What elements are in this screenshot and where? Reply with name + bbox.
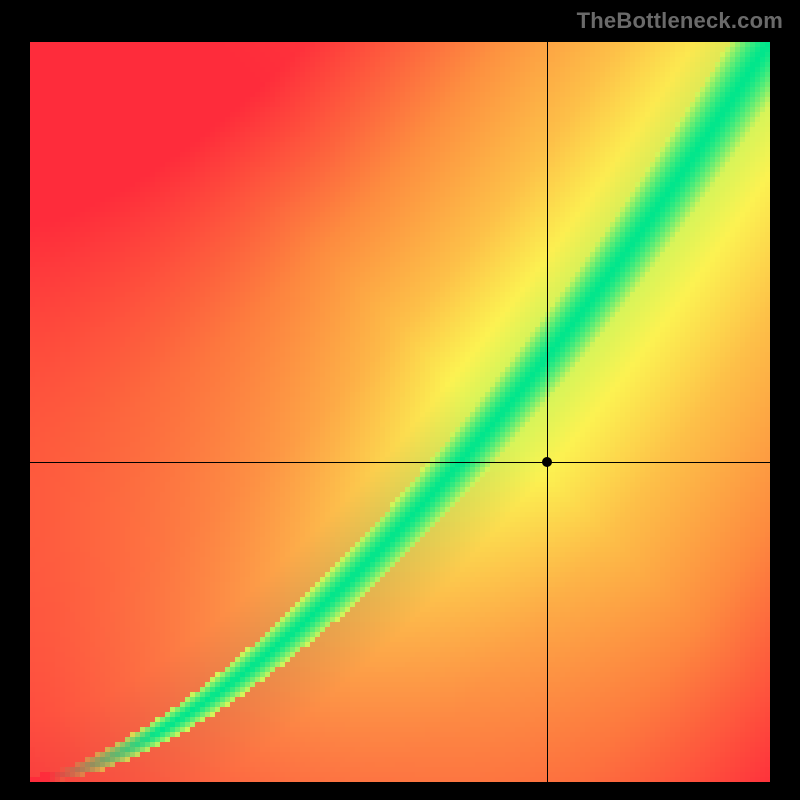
watermark-text: TheBottleneck.com — [577, 8, 783, 34]
crosshair-horizontal — [30, 462, 770, 463]
heatmap-canvas — [30, 42, 770, 782]
heatmap-plot — [30, 42, 770, 782]
intersection-marker — [542, 457, 552, 467]
crosshair-vertical — [547, 42, 548, 782]
